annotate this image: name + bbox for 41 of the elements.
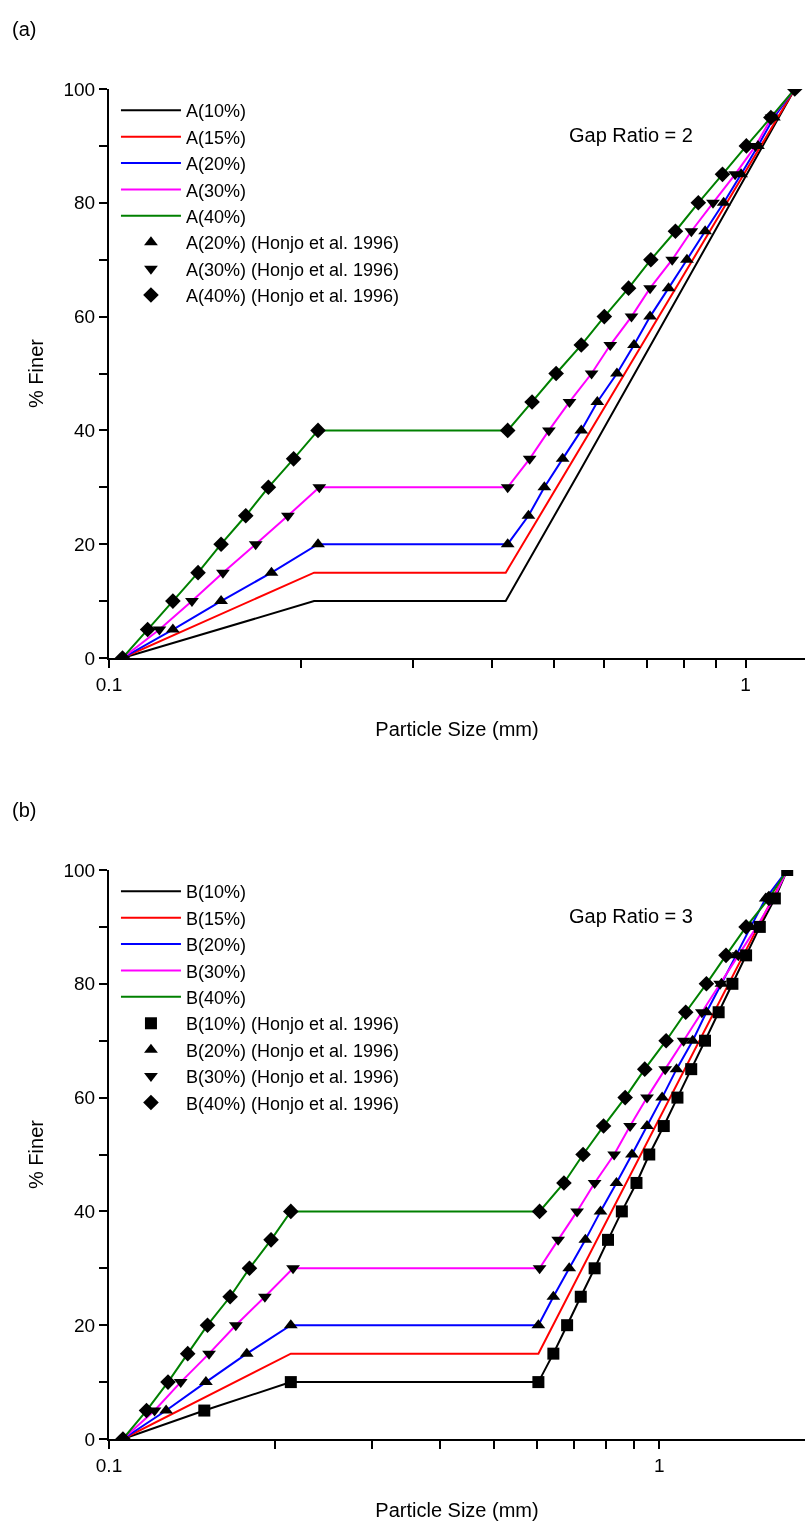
legend-label: B(40%) xyxy=(185,987,246,1008)
legend-label: A(30%) (Honjo et al. 1996) xyxy=(185,259,400,280)
legend-label: B(20%) xyxy=(185,935,246,956)
y-tick-label: 40 xyxy=(74,420,96,442)
legend-label: B(10%) (Honjo et al. 1996) xyxy=(185,1014,400,1035)
x-tick-label: 0.1 xyxy=(95,673,123,695)
chart-title: (a) xyxy=(12,18,37,40)
legend-label: A(15%) xyxy=(185,127,246,148)
legend-label: A(20%) (Honjo et al. 1996) xyxy=(185,233,400,254)
legend-label: B(20%) (Honjo et al. 1996) xyxy=(185,1040,400,1061)
x-tick-label: 1 xyxy=(653,1454,665,1476)
x-axis-title: Particle Size (mm) xyxy=(375,1498,539,1521)
y-tick-label: 20 xyxy=(74,1314,96,1336)
legend-label: B(15%) xyxy=(185,908,246,929)
y-tick-label: 60 xyxy=(74,1087,96,1109)
y-tick-label: 80 xyxy=(74,973,96,995)
y-tick-label: 40 xyxy=(74,1201,96,1223)
legend-label: A(10%) xyxy=(185,101,246,122)
y-tick-label: 100 xyxy=(63,859,96,881)
annotation: Gap Ratio = 2 xyxy=(569,124,693,146)
legend-label: B(10%) xyxy=(185,882,246,903)
legend-label: B(40%) (Honjo et al. 1996) xyxy=(185,1093,400,1114)
legend-label: A(40%) xyxy=(185,206,246,227)
y-tick-label: 100 xyxy=(63,78,96,100)
chart-title: (b) xyxy=(12,799,37,821)
annotation: Gap Ratio = 3 xyxy=(569,905,693,927)
x-axis-title: Particle Size (mm) xyxy=(375,717,539,740)
legend-label: B(30%) (Honjo et al. 1996) xyxy=(185,1067,400,1088)
legend-label: A(20%) xyxy=(185,154,246,175)
x-tick-label: 1 xyxy=(740,673,751,695)
legend-label: B(30%) xyxy=(185,961,246,982)
y-tick-label: 60 xyxy=(74,306,96,328)
y-axis-title: % Finer xyxy=(25,1119,48,1189)
y-tick-label: 0 xyxy=(84,647,96,669)
y-axis-title: % Finer xyxy=(25,338,48,408)
legend-label: A(30%) xyxy=(185,180,246,201)
legend-label: A(40%) (Honjo et al. 1996) xyxy=(185,286,400,307)
y-tick-label: 20 xyxy=(74,533,96,555)
y-tick-label: 80 xyxy=(74,192,96,214)
y-tick-label: 0 xyxy=(84,1428,96,1450)
x-tick-label: 0.1 xyxy=(95,1454,123,1476)
